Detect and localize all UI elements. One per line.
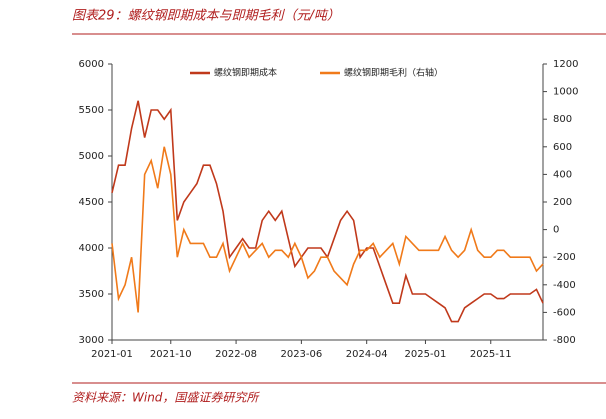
y-tick-label: 3500 bbox=[79, 289, 104, 300]
x-tick-label: 2023-06 bbox=[280, 349, 322, 360]
legend-label: 螺纹钢即期毛利（右轴） bbox=[344, 67, 443, 79]
x-tick-label: 2021-01 bbox=[91, 349, 133, 360]
x-tick-label: 2021-10 bbox=[150, 349, 192, 360]
y2-tick-label: -800 bbox=[553, 335, 576, 346]
x-tick-label: 2025-01 bbox=[405, 349, 447, 360]
series-line bbox=[111, 146, 544, 313]
y-tick-label: 5000 bbox=[79, 151, 104, 162]
chart-title: 图表29：螺纹钢即期成本与即期毛利（元/吨） bbox=[72, 8, 340, 24]
y2-tick-label: 0 bbox=[553, 225, 559, 236]
y2-tick-label: 1200 bbox=[553, 59, 578, 70]
y2-tick-label: 1000 bbox=[553, 87, 578, 98]
legend-label: 螺纹钢即期成本 bbox=[214, 67, 277, 79]
x-tick-label: 2022-08 bbox=[215, 349, 257, 360]
y2-tick-label: 600 bbox=[553, 142, 572, 153]
y-tick-label: 3000 bbox=[79, 335, 104, 346]
y2-tick-label: -200 bbox=[553, 252, 576, 263]
y-tick-label: 4000 bbox=[79, 243, 104, 254]
x-tick-label: 2025-11 bbox=[470, 349, 512, 360]
y2-tick-label: 800 bbox=[553, 114, 572, 125]
y2-tick-label: -600 bbox=[553, 307, 576, 318]
y2-tick-label: 400 bbox=[553, 169, 572, 180]
x-tick-label: 2024-04 bbox=[346, 349, 388, 360]
y-tick-label: 5500 bbox=[79, 105, 104, 116]
y2-tick-label: -400 bbox=[553, 280, 576, 291]
source: 资料来源：Wind，国盛证券研究所 bbox=[72, 391, 260, 405]
y2-tick-label: 200 bbox=[553, 197, 572, 208]
series-line bbox=[111, 100, 544, 323]
y-tick-label: 6000 bbox=[79, 59, 104, 70]
y-tick-label: 4500 bbox=[79, 197, 104, 208]
